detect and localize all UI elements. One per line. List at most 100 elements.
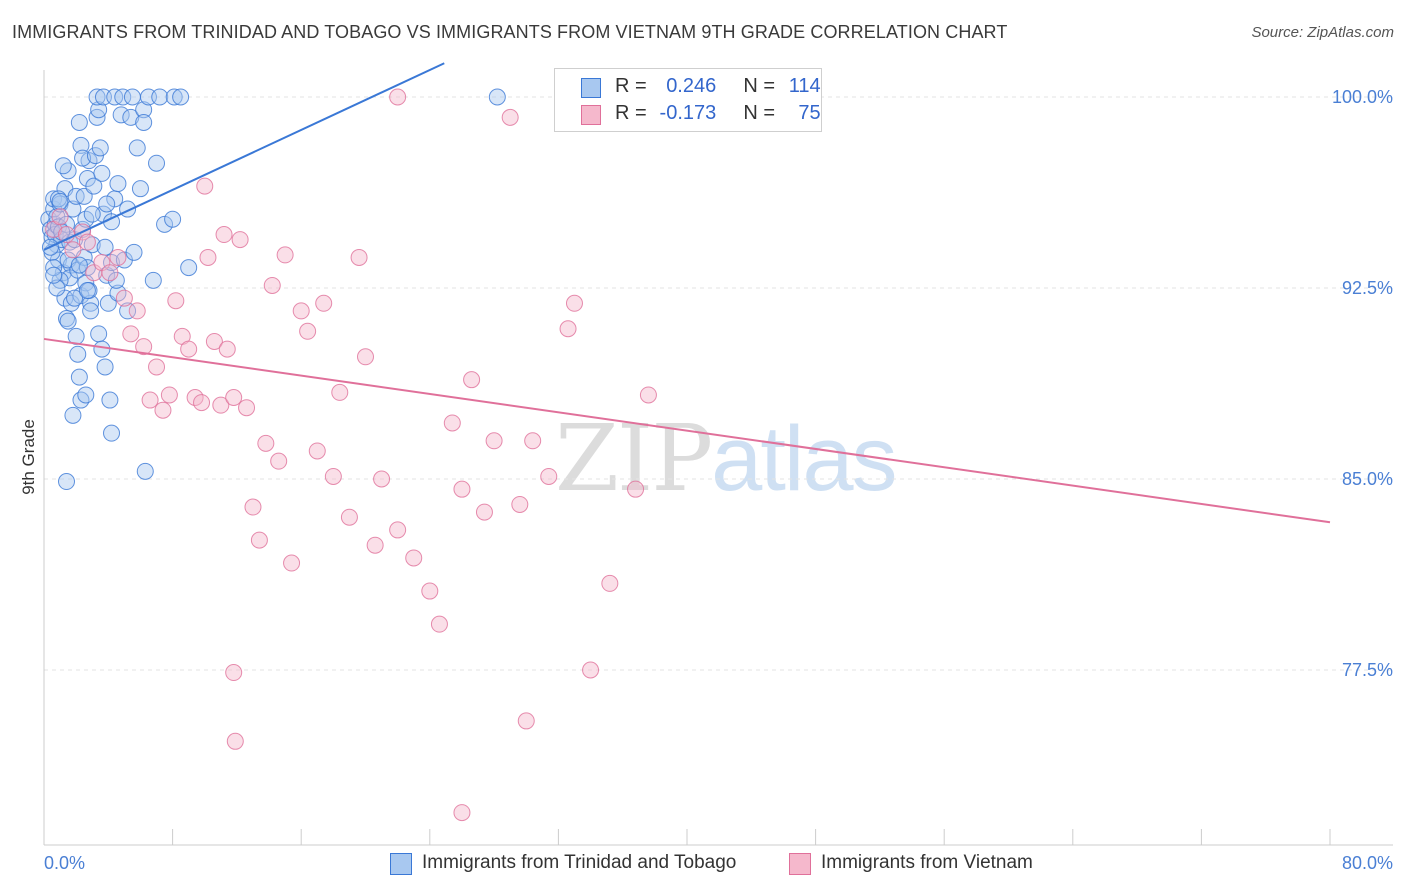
point-trinidad-tobago xyxy=(131,180,149,198)
series2-n-label: N = xyxy=(743,102,776,124)
point-trinidad-tobago xyxy=(119,302,137,320)
point-vietnam xyxy=(238,399,256,417)
point-vietnam xyxy=(276,246,294,264)
point-trinidad-tobago xyxy=(83,236,101,254)
point-trinidad-tobago xyxy=(148,154,166,172)
point-trinidad-tobago xyxy=(70,256,88,274)
point-vietnam xyxy=(64,241,82,259)
point-trinidad-tobago xyxy=(48,279,66,297)
point-vietnam xyxy=(122,325,140,343)
series1-r-value: 0.246 xyxy=(666,75,717,97)
point-vietnam xyxy=(199,248,217,266)
point-vietnam xyxy=(475,503,493,521)
point-vietnam xyxy=(511,495,529,513)
point-vietnam xyxy=(196,177,214,195)
point-trinidad-tobago xyxy=(90,325,108,343)
watermark-atlas: atlas xyxy=(711,408,897,510)
point-trinidad-tobago xyxy=(70,368,88,386)
point-vietnam xyxy=(244,498,262,516)
point-trinidad-tobago xyxy=(164,210,182,228)
point-vietnam xyxy=(565,294,583,312)
point-vietnam xyxy=(517,712,535,730)
point-vietnam xyxy=(540,467,558,485)
point-vietnam xyxy=(308,442,326,460)
point-vietnam xyxy=(389,88,407,106)
series2-r-value: -0.173 xyxy=(659,102,717,124)
point-vietnam xyxy=(225,664,243,682)
point-trinidad-tobago xyxy=(98,195,116,213)
point-vietnam xyxy=(524,432,542,450)
bottom-legend-series2-swatch xyxy=(789,853,811,875)
point-trinidad-tobago xyxy=(83,205,101,223)
point-trinidad-tobago xyxy=(103,424,121,442)
point-vietnam xyxy=(109,248,127,266)
point-vietnam xyxy=(463,371,481,389)
axis-labels: 100.0% 92.5% 85.0% 77.5% 0.0% 80.0% 9th Grade xyxy=(19,87,1393,873)
point-trinidad-tobago xyxy=(88,88,106,106)
x-tick-label: 80.0% xyxy=(1342,853,1393,873)
trend-line-vietnam xyxy=(43,337,1331,524)
point-trinidad-tobago xyxy=(114,88,132,106)
chart-title: IMMIGRANTS FROM TRINIDAD AND TOBAGO VS I… xyxy=(12,22,1008,42)
grid xyxy=(44,96,1393,671)
point-trinidad-tobago xyxy=(165,88,183,106)
point-trinidad-tobago xyxy=(72,136,90,154)
axes xyxy=(43,70,1393,846)
point-trinidad-tobago xyxy=(69,345,87,363)
point-vietnam xyxy=(324,467,342,485)
point-trinidad-tobago xyxy=(144,271,162,289)
point-vietnam xyxy=(180,340,198,358)
point-vietnam xyxy=(154,401,172,419)
point-trinidad-tobago xyxy=(59,162,77,180)
series2-r-label: R = xyxy=(615,102,647,124)
point-vietnam xyxy=(582,661,600,679)
point-vietnam xyxy=(501,108,519,126)
bottom-legend-series2-label: Immigrants from Vietnam xyxy=(821,852,1033,873)
point-vietnam xyxy=(373,470,391,488)
point-vietnam xyxy=(215,226,233,244)
point-vietnam xyxy=(193,394,211,412)
point-trinidad-tobago xyxy=(180,259,198,277)
point-trinidad-tobago xyxy=(66,289,84,307)
point-vietnam xyxy=(101,264,119,282)
point-vietnam xyxy=(430,615,448,633)
point-vietnam xyxy=(78,233,96,251)
point-vietnam xyxy=(226,732,244,750)
point-vietnam xyxy=(299,322,317,340)
point-vietnam xyxy=(128,302,146,320)
point-trinidad-tobago xyxy=(64,406,82,424)
point-trinidad-tobago xyxy=(54,157,72,175)
point-vietnam xyxy=(357,348,374,366)
source-label: Source: ZipAtlas.com xyxy=(1251,24,1394,41)
y-tick-label: 92.5% xyxy=(1342,278,1393,298)
point-trinidad-tobago xyxy=(156,215,174,233)
point-vietnam xyxy=(141,391,159,409)
point-vietnam xyxy=(148,358,166,376)
point-vietnam xyxy=(231,231,249,249)
point-trinidad-tobago xyxy=(135,101,153,119)
series2-swatch xyxy=(581,105,601,125)
point-vietnam xyxy=(250,531,268,549)
point-vietnam xyxy=(340,508,358,526)
bottom-legend-series1-swatch xyxy=(390,853,412,875)
point-trinidad-tobago xyxy=(112,106,130,124)
point-vietnam xyxy=(270,452,288,470)
point-vietnam xyxy=(212,396,230,414)
point-vietnam xyxy=(453,480,471,498)
point-vietnam xyxy=(627,480,645,498)
point-vietnam xyxy=(218,340,236,358)
point-vietnam xyxy=(51,208,69,226)
point-vietnam xyxy=(283,554,301,572)
point-trinidad-tobago xyxy=(98,266,116,284)
point-trinidad-tobago xyxy=(109,175,127,193)
point-vietnam xyxy=(639,386,657,404)
point-trinidad-tobago xyxy=(90,101,108,119)
point-vietnam xyxy=(559,320,577,338)
point-trinidad-tobago xyxy=(96,358,114,376)
point-vietnam xyxy=(135,338,153,356)
point-trinidad-tobago xyxy=(135,113,153,131)
point-trinidad-tobago xyxy=(45,266,63,284)
series1-n-value: 114 xyxy=(788,75,821,97)
point-vietnam xyxy=(453,804,471,822)
